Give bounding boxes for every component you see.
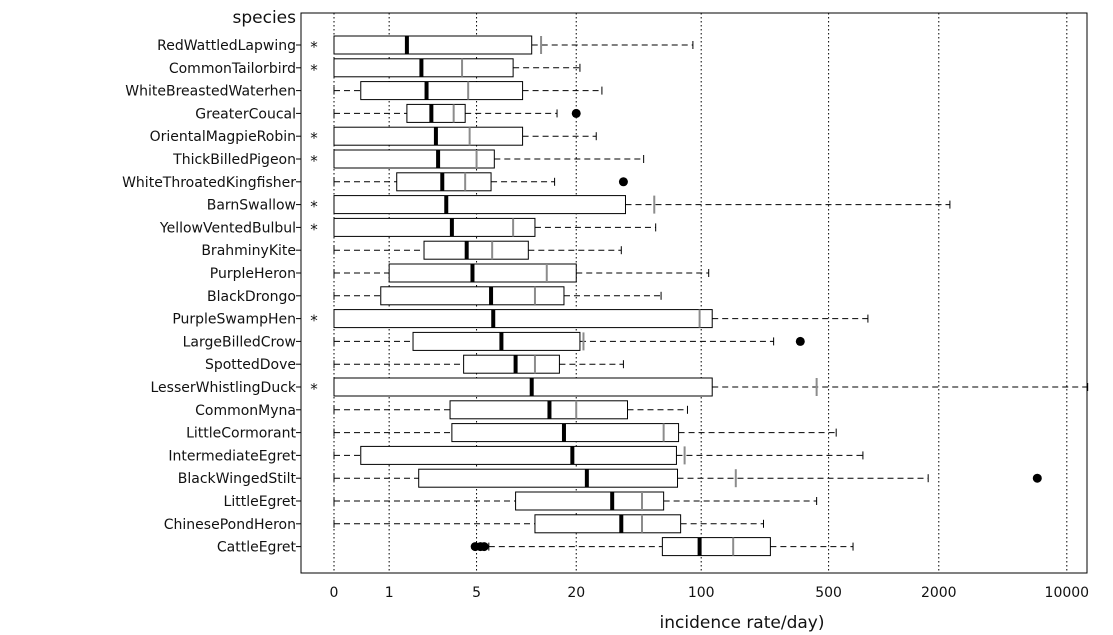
- iqr-box: [333, 35, 533, 55]
- box-CattleEgret: [470, 537, 854, 557]
- outlier-point: [571, 108, 581, 118]
- box-OrientalMagpieRobin: [333, 126, 597, 146]
- species-label: SpottedDove: [205, 357, 296, 373]
- species-label: LesserWhistlingDuck: [150, 380, 296, 396]
- plot-frame: [300, 12, 1088, 574]
- significance-marker: *: [310, 380, 318, 398]
- species-label: RedWattledLapwing: [157, 38, 296, 54]
- box-BrahminyKite: [333, 240, 622, 260]
- box-LittleCormorant: [333, 423, 837, 443]
- significance-marker: *: [310, 220, 318, 238]
- iqr-box: [333, 126, 524, 146]
- species-label: LittleEgret: [224, 494, 297, 510]
- box-LargeBilledCrow: [333, 331, 805, 351]
- iqr-box: [406, 103, 466, 123]
- species-label: WhiteBreastedWaterhen: [125, 84, 296, 100]
- significance-marker: *: [310, 312, 318, 330]
- iqr-box: [412, 331, 581, 351]
- species-label: YellowVentedBulbul: [159, 220, 296, 236]
- iqr-box: [333, 377, 713, 397]
- box-IntermediateEgret: [333, 445, 864, 465]
- box-ChinesePondHeron: [333, 514, 764, 534]
- iqr-box: [333, 217, 536, 237]
- box-WhiteBreastedWaterhen: [333, 81, 603, 101]
- x-tick-label: 1: [385, 585, 394, 601]
- species-label: OrientalMagpieRobin: [150, 129, 296, 145]
- box-YellowVentedBulbul: [333, 217, 657, 237]
- outlier-point: [1032, 473, 1042, 483]
- iqr-box: [380, 286, 565, 306]
- iqr-box: [388, 263, 577, 283]
- species-label: PurpleSwampHen: [172, 312, 296, 328]
- x-tick-label: 10000: [1045, 585, 1090, 601]
- box-ThickBilledPigeon: [333, 149, 645, 169]
- box-series: [333, 35, 1089, 557]
- category-labels: RedWattledLapwing * CommonTailorbird * White…: [122, 38, 318, 556]
- box-LittleEgret: [333, 491, 818, 511]
- y-axis-title: species: [233, 8, 297, 28]
- significance-marker: *: [310, 152, 318, 170]
- species-label: WhiteThroatedKingfisher: [122, 175, 296, 191]
- iqr-box: [418, 468, 679, 488]
- box-GreaterCoucal: [333, 103, 581, 123]
- significance-marker: *: [310, 38, 318, 56]
- x-axis-ticks: 0 1 5 20 100 500 2000 10000: [330, 585, 1090, 601]
- iqr-box: [534, 514, 682, 534]
- box-BlackWingedStilt: [333, 468, 1042, 488]
- species-label: CattleEgret: [217, 540, 297, 556]
- x-tick-label: 5: [472, 585, 481, 601]
- outlier-point: [618, 177, 628, 187]
- box-BlackDrongo: [333, 286, 662, 306]
- species-label: BrahminyKite: [201, 243, 296, 259]
- iqr-box: [333, 195, 626, 215]
- box-CommonMyna: [333, 400, 688, 420]
- species-label: GreaterCoucal: [195, 106, 296, 122]
- x-tick-label: 2000: [921, 585, 957, 601]
- species-label: BlackDrongo: [207, 289, 296, 305]
- iqr-box: [423, 240, 529, 260]
- x-tick-label: 0: [330, 585, 339, 601]
- box-RedWattledLapwing: [333, 35, 694, 55]
- species-label: CommonTailorbird: [169, 61, 296, 77]
- outlier-point: [479, 542, 489, 552]
- box-CommonTailorbird: [333, 58, 581, 78]
- species-label: ThickBilledPigeon: [172, 152, 296, 168]
- box-PurpleSwampHen: [333, 309, 869, 329]
- x-tick-label: 100: [688, 585, 715, 601]
- significance-marker: *: [310, 198, 318, 216]
- iqr-box: [333, 309, 713, 329]
- box-BarnSwallow: [333, 195, 951, 215]
- significance-marker: *: [310, 129, 318, 147]
- iqr-box: [360, 81, 524, 101]
- x-tick-label: 20: [567, 585, 585, 601]
- species-label: PurpleHeron: [210, 266, 296, 282]
- species-label: LittleCormorant: [186, 426, 296, 442]
- iqr-box: [449, 400, 628, 420]
- species-label: LargeBilledCrow: [183, 334, 296, 350]
- x-axis-title: incidence rate/day): [660, 613, 825, 633]
- species-label: ChinesePondHeron: [164, 517, 296, 533]
- iqr-box: [515, 491, 665, 511]
- box-SpottedDove: [333, 354, 624, 374]
- species-label: BlackWingedStilt: [178, 471, 297, 487]
- iqr-box: [463, 354, 560, 374]
- significance-marker: *: [310, 61, 318, 79]
- species-label: IntermediateEgret: [168, 448, 296, 464]
- outlier-point: [795, 336, 805, 346]
- species-label: BarnSwallow: [207, 198, 296, 214]
- iqr-box: [661, 537, 771, 557]
- box-LesserWhistlingDuck: [333, 377, 1089, 397]
- species-label: CommonMyna: [195, 403, 296, 419]
- box-PurpleHeron: [333, 263, 710, 283]
- box-WhiteThroatedKingfisher: [333, 172, 628, 192]
- x-tick-label: 500: [815, 585, 842, 601]
- iqr-box: [360, 445, 677, 465]
- iqr-box: [333, 58, 514, 78]
- iqr-box: [333, 149, 495, 169]
